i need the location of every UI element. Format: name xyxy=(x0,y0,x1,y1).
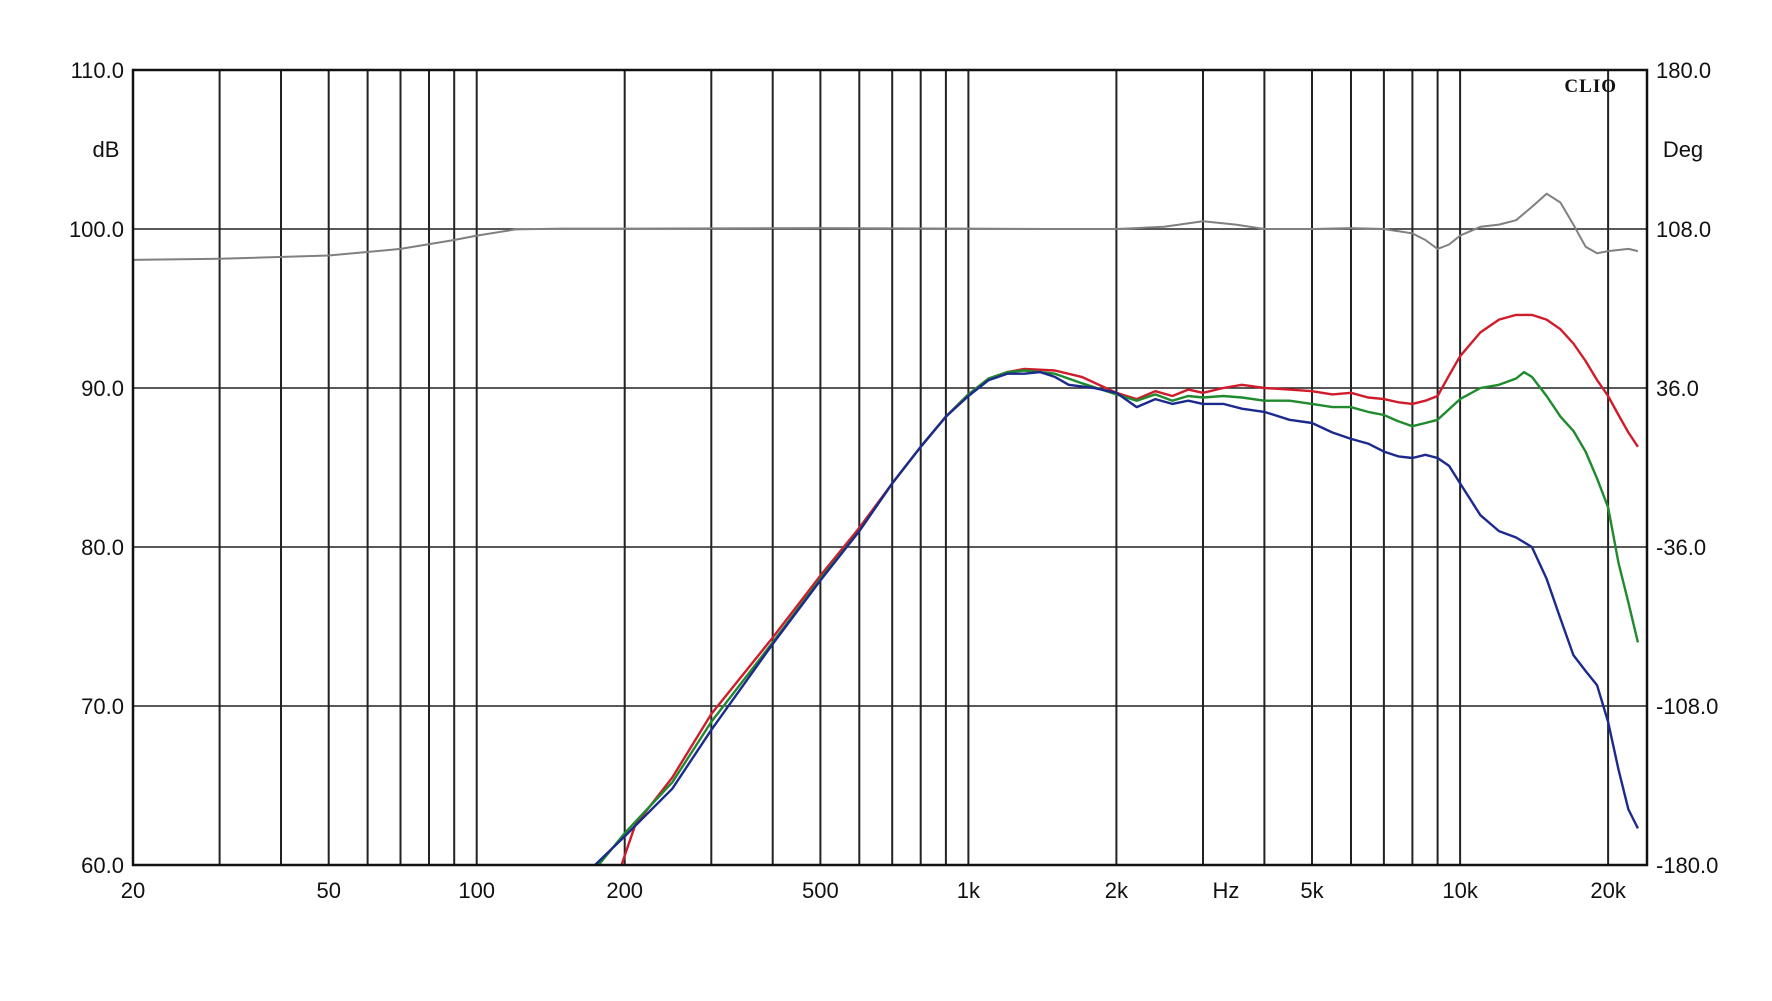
x-tick-label: 50 xyxy=(316,878,340,903)
series-line-3 xyxy=(594,370,1639,865)
y-left-tick-label: 70.0 xyxy=(81,694,124,719)
y-right-tick-label: -36.0 xyxy=(1656,535,1706,560)
y-left-tick-label: 110.0 xyxy=(71,58,124,83)
y-left-unit-label: dB xyxy=(93,137,120,162)
y-right-tick-label: 108.0 xyxy=(1656,217,1711,242)
x-tick-label: 2k xyxy=(1105,878,1129,903)
y-right-tick-label: -108.0 xyxy=(1656,694,1718,719)
x-unit-label: Hz xyxy=(1213,878,1240,903)
series-layer xyxy=(133,192,1640,865)
y-right-tick-label: -180.0 xyxy=(1656,853,1718,878)
y-left-tick-label: 60.0 xyxy=(81,853,124,878)
series-line-4 xyxy=(133,192,1639,261)
y-left-tick-label: 100.0 xyxy=(69,217,124,242)
x-tick-label: 20k xyxy=(1590,878,1626,903)
y-left-tick-label: 80.0 xyxy=(81,535,124,560)
x-tick-label: 20 xyxy=(121,878,145,903)
label-layer: CLIO dB Deg Hz 20 50 100 200 500 1k 2k 5k 10k 20k… xyxy=(69,58,1718,903)
plot-background xyxy=(133,70,1647,865)
x-tick-label: 1k xyxy=(957,878,981,903)
y-left-tick-label: 90.0 xyxy=(81,376,124,401)
y-right-unit-label: Deg xyxy=(1663,137,1703,162)
plot-frame xyxy=(131,68,1649,867)
y-right-tick-label: 36.0 xyxy=(1656,376,1699,401)
x-tick-label: 500 xyxy=(802,878,839,903)
x-tick-label: 100 xyxy=(458,878,495,903)
x-tick-label: 200 xyxy=(606,878,643,903)
brand-label: CLIO xyxy=(1564,76,1617,97)
y-right-tick-label: 180.0 xyxy=(1656,58,1711,83)
x-tick-label: 5k xyxy=(1300,878,1324,903)
x-tick-label: 10k xyxy=(1442,878,1478,903)
